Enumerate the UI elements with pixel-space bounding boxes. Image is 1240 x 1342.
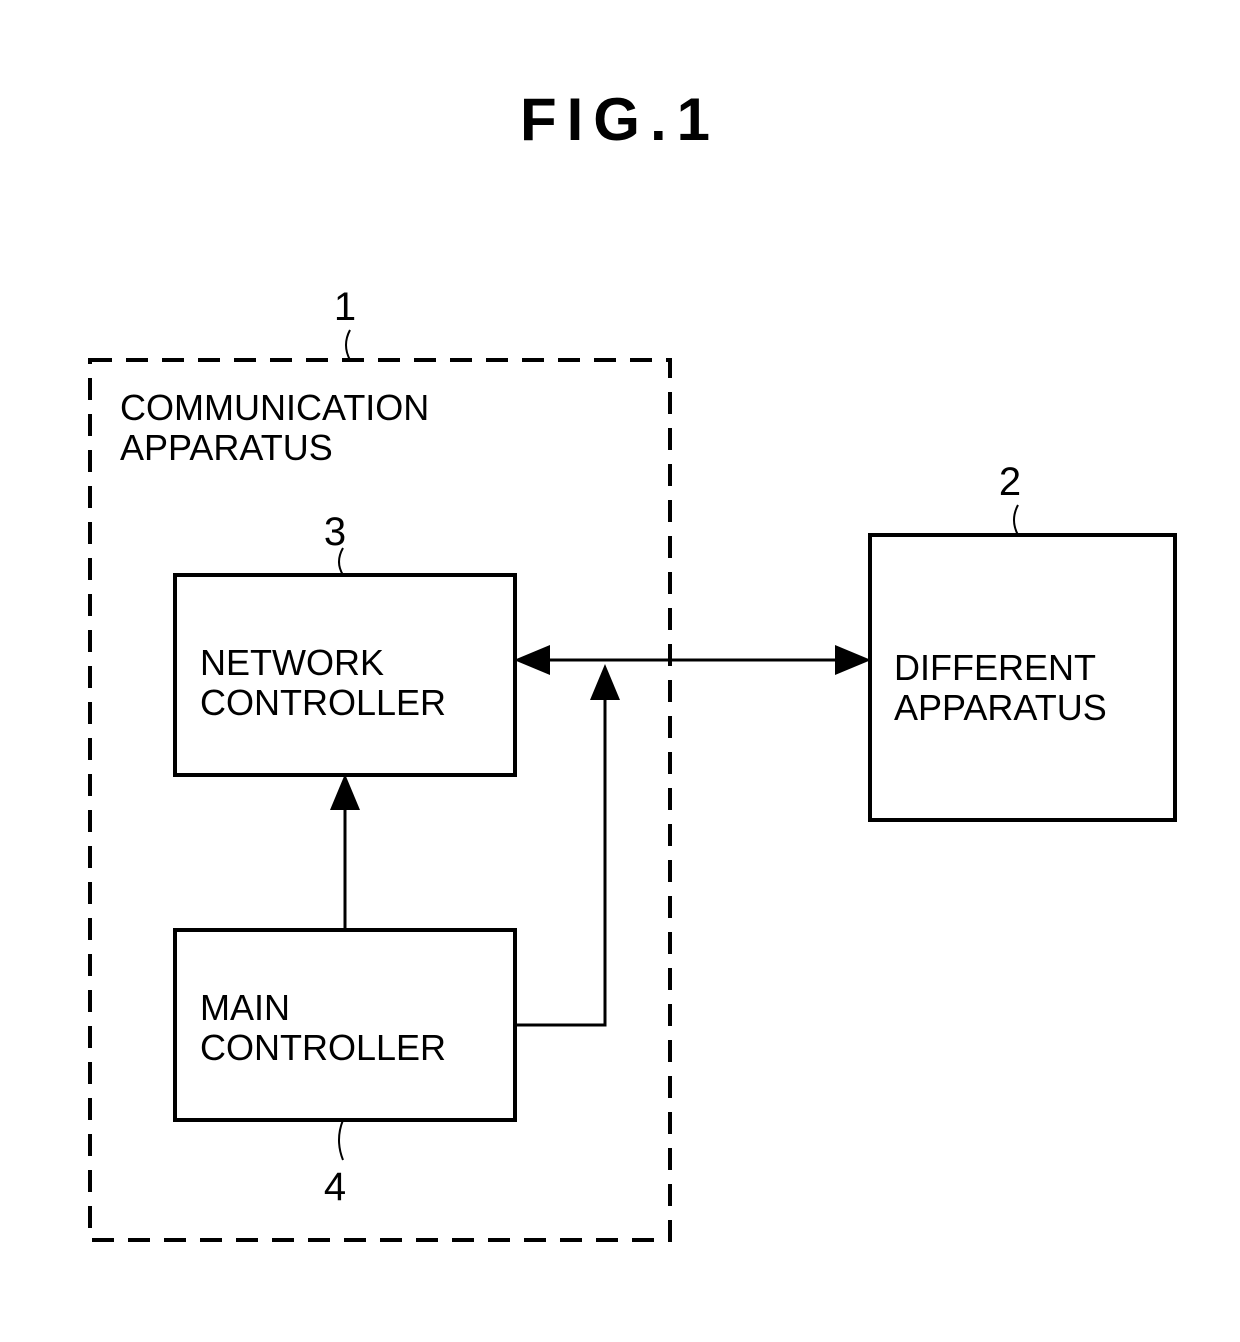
different-apparatus-label-line2: APPARATUS (894, 687, 1107, 728)
network-controller-label-line1: NETWORK (200, 642, 384, 683)
main-controller-label-line1: MAIN (200, 987, 290, 1028)
reference-2-label: 2 (999, 460, 1021, 504)
network-controller-label-line2: CONTROLLER (200, 682, 446, 723)
different-apparatus-label-line1: DIFFERENT (894, 647, 1096, 688)
reference-3-label: 3 (324, 510, 346, 554)
main-controller-label-line2: CONTROLLER (200, 1027, 446, 1068)
edge-main-to-connection (515, 670, 605, 1025)
figure-title: FIG.1 (520, 86, 720, 153)
diagram-canvas: FIG.1 COMMUNICATION APPARATUS 1 NETWORK … (0, 0, 1240, 1342)
reference-1-label: 1 (334, 285, 356, 329)
reference-4-label: 4 (324, 1165, 346, 1209)
reference-4-leader (339, 1120, 343, 1160)
reference-2-leader (1014, 505, 1018, 535)
communication-apparatus-label-line1: COMMUNICATION (120, 387, 429, 428)
reference-1-leader (346, 330, 350, 360)
communication-apparatus-label-line2: APPARATUS (120, 427, 333, 468)
